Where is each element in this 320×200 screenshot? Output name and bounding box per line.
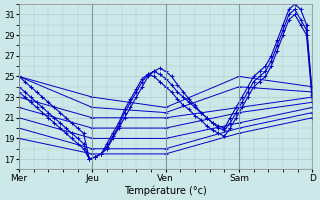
X-axis label: Température (°c): Température (°c) [124,185,207,196]
